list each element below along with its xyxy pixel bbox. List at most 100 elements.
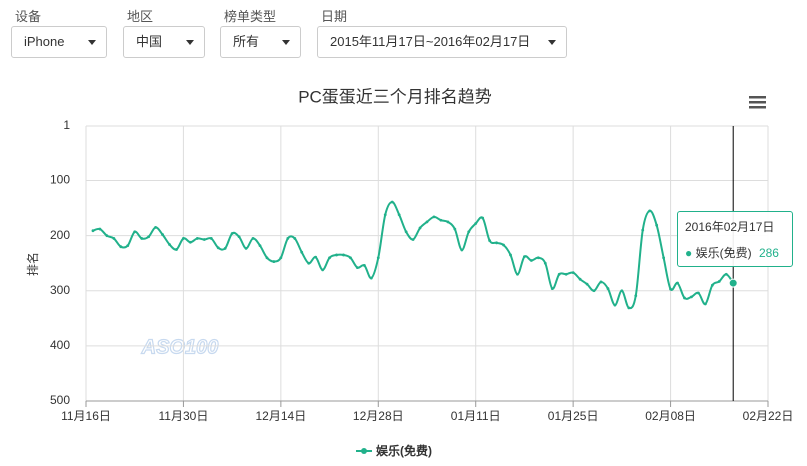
point — [662, 256, 666, 260]
point — [676, 281, 679, 285]
point — [620, 289, 624, 293]
point — [362, 264, 366, 267]
point — [237, 235, 241, 239]
point — [606, 287, 610, 290]
point — [376, 256, 380, 260]
point — [418, 226, 422, 230]
y-tick-label: 1 — [63, 118, 70, 132]
filter-select[interactable]: 2015年11月17日~2016年02月17日 — [317, 26, 567, 58]
y-tick-label: 300 — [50, 283, 70, 297]
point — [147, 235, 151, 239]
point — [133, 230, 137, 234]
point — [697, 291, 700, 295]
filter-label: 地区 — [127, 9, 154, 24]
point — [425, 220, 429, 224]
point — [314, 255, 318, 259]
point — [557, 272, 561, 276]
x-tick-label: 11月30日 — [159, 409, 209, 423]
point — [223, 246, 227, 250]
x-tick-label: 01月25日 — [548, 409, 599, 423]
point — [112, 237, 116, 240]
menu-bar — [749, 96, 766, 99]
filter-label: 日期 — [321, 9, 348, 24]
point — [175, 248, 178, 251]
point — [279, 256, 283, 260]
point — [195, 237, 199, 240]
chart-title: PC蛋蛋近三个月排名趋势 — [298, 87, 492, 106]
point — [529, 259, 533, 262]
point — [467, 230, 471, 234]
point — [321, 268, 325, 272]
y-axis-title: 排名 — [25, 252, 40, 276]
legend-label: 娱乐(免费) — [376, 443, 432, 458]
y-tick-label: 200 — [50, 228, 70, 242]
tooltip: 2016年02月17日 ● 娱乐(免费) 286 — [677, 211, 793, 267]
point — [710, 283, 714, 287]
point — [154, 226, 157, 229]
point — [495, 241, 498, 245]
point — [536, 256, 540, 260]
point — [91, 229, 95, 233]
legend-item[interactable]: 娱乐(免费) — [356, 443, 432, 458]
point — [356, 266, 359, 270]
x-tick-label: 11月16日 — [61, 409, 111, 423]
point — [404, 230, 408, 234]
point — [383, 213, 387, 217]
point — [286, 237, 290, 240]
x-tick-label: 12月28日 — [353, 409, 404, 423]
point — [335, 253, 338, 257]
point — [182, 237, 185, 240]
point — [523, 255, 526, 259]
point — [307, 261, 311, 265]
filter-label: 设备 — [15, 9, 42, 24]
point — [585, 282, 589, 286]
point — [168, 243, 171, 246]
point — [460, 248, 464, 252]
point — [188, 240, 192, 244]
y-tick-label: 100 — [50, 173, 70, 187]
y-tick-label: 400 — [50, 338, 70, 352]
point — [105, 234, 109, 238]
point — [641, 228, 645, 232]
point — [683, 296, 686, 300]
point — [724, 272, 728, 276]
filter-select[interactable]: iPhone — [11, 26, 107, 58]
point — [342, 253, 345, 257]
tooltip-row: ● 娱乐(免费) 286 — [685, 246, 779, 260]
point — [509, 253, 512, 257]
point — [488, 239, 492, 243]
point — [578, 277, 582, 281]
point — [349, 256, 352, 260]
point — [717, 280, 721, 283]
filter-select[interactable]: 中国 — [123, 26, 205, 58]
point — [599, 280, 603, 284]
point — [571, 271, 575, 274]
y-tick-label: 500 — [50, 393, 70, 407]
tooltip-value: 286 — [758, 246, 779, 260]
point — [161, 233, 164, 236]
menu-button[interactable] — [749, 96, 766, 109]
hover-point — [728, 278, 738, 288]
point — [230, 232, 234, 235]
point — [411, 238, 415, 241]
point — [265, 256, 269, 260]
point — [119, 245, 123, 249]
x-tick-label: 02月22日 — [743, 409, 794, 423]
filter-select[interactable]: 所有 — [220, 26, 301, 58]
point — [703, 302, 707, 306]
point — [258, 244, 262, 247]
point — [627, 306, 631, 310]
point — [481, 216, 485, 220]
point — [140, 237, 144, 240]
point — [648, 209, 652, 213]
point — [209, 237, 213, 240]
point — [126, 244, 130, 247]
x-tick-label: 02月08日 — [645, 409, 696, 423]
point — [272, 260, 276, 263]
menu-bar — [749, 101, 766, 104]
legend-swatch — [361, 448, 367, 454]
point — [98, 227, 102, 231]
point — [516, 272, 519, 276]
